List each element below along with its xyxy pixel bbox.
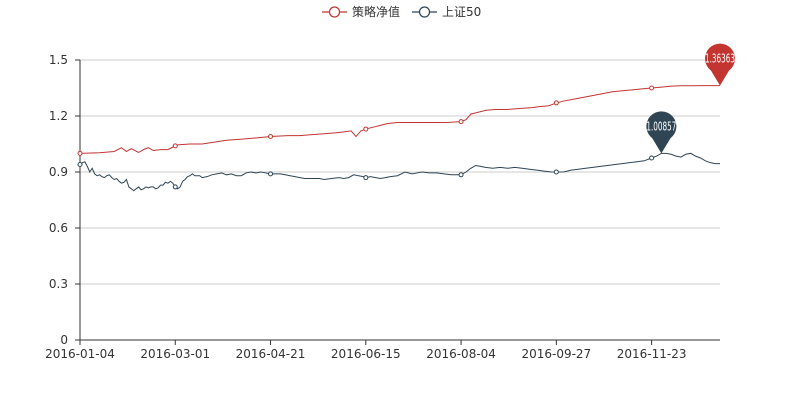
data-point[interactable] xyxy=(268,171,274,177)
data-point[interactable] xyxy=(458,119,464,125)
series-layer xyxy=(77,85,720,192)
series-line xyxy=(79,85,720,154)
pin-label: 1.00857 xyxy=(646,119,676,133)
pin-shape xyxy=(646,111,677,154)
y-tick-label: 1.2 xyxy=(49,109,68,123)
legend[interactable]: 策略净值 上证50 xyxy=(322,4,481,19)
x-tick-label: 2016-08-04 xyxy=(426,347,496,361)
legend-marker xyxy=(328,6,341,18)
data-point[interactable] xyxy=(268,134,274,140)
legend-item-2[interactable]: 上证50 xyxy=(412,5,481,19)
pin-label: 1.36363 xyxy=(705,52,735,66)
max-pin[interactable]: 1.36363 xyxy=(705,43,735,86)
y-tick-label: 1.5 xyxy=(49,53,68,67)
x-tick-label: 2016-11-23 xyxy=(617,347,687,361)
data-point[interactable] xyxy=(553,100,559,106)
data-point[interactable] xyxy=(553,169,559,175)
pins-layer: 1.36363 1.00857 xyxy=(646,43,735,154)
data-point[interactable] xyxy=(363,175,369,181)
data-point[interactable] xyxy=(172,143,178,149)
grid-lines: 0 0.3 0.6 0.9 1.2 1.5 xyxy=(49,53,720,347)
data-point[interactable] xyxy=(77,162,83,168)
x-tick-label: 2016-06-15 xyxy=(331,347,401,361)
legend-marker xyxy=(418,6,431,18)
series-2 xyxy=(77,152,720,192)
axes: 2016-01-04 2016-03-01 2016-04-21 2016-06-15… xyxy=(45,59,720,361)
legend-label: 上证50 xyxy=(442,5,481,19)
x-tick-label: 2016-01-04 xyxy=(45,347,115,361)
data-point[interactable] xyxy=(363,126,369,132)
y-tick-label: 0.3 xyxy=(49,277,68,291)
series-line xyxy=(79,152,720,192)
max-pin[interactable]: 1.00857 xyxy=(646,111,677,154)
series-1 xyxy=(77,85,720,156)
x-tick-label: 2016-09-27 xyxy=(521,347,591,361)
data-point[interactable] xyxy=(458,172,464,178)
data-point[interactable] xyxy=(649,85,655,91)
data-point[interactable] xyxy=(172,184,178,190)
y-tick-label: 0 xyxy=(60,333,68,347)
legend-item-1[interactable]: 策略净值 xyxy=(322,4,400,19)
data-point[interactable] xyxy=(649,155,655,161)
x-tick-label: 2016-03-01 xyxy=(140,347,210,361)
y-tick-label: 0.9 xyxy=(49,165,68,179)
data-point[interactable] xyxy=(77,150,83,156)
x-tick-label: 2016-04-21 xyxy=(236,347,306,361)
legend-label: 策略净值 xyxy=(352,4,400,19)
pin-shape xyxy=(705,43,735,86)
y-tick-label: 0.6 xyxy=(49,221,68,235)
